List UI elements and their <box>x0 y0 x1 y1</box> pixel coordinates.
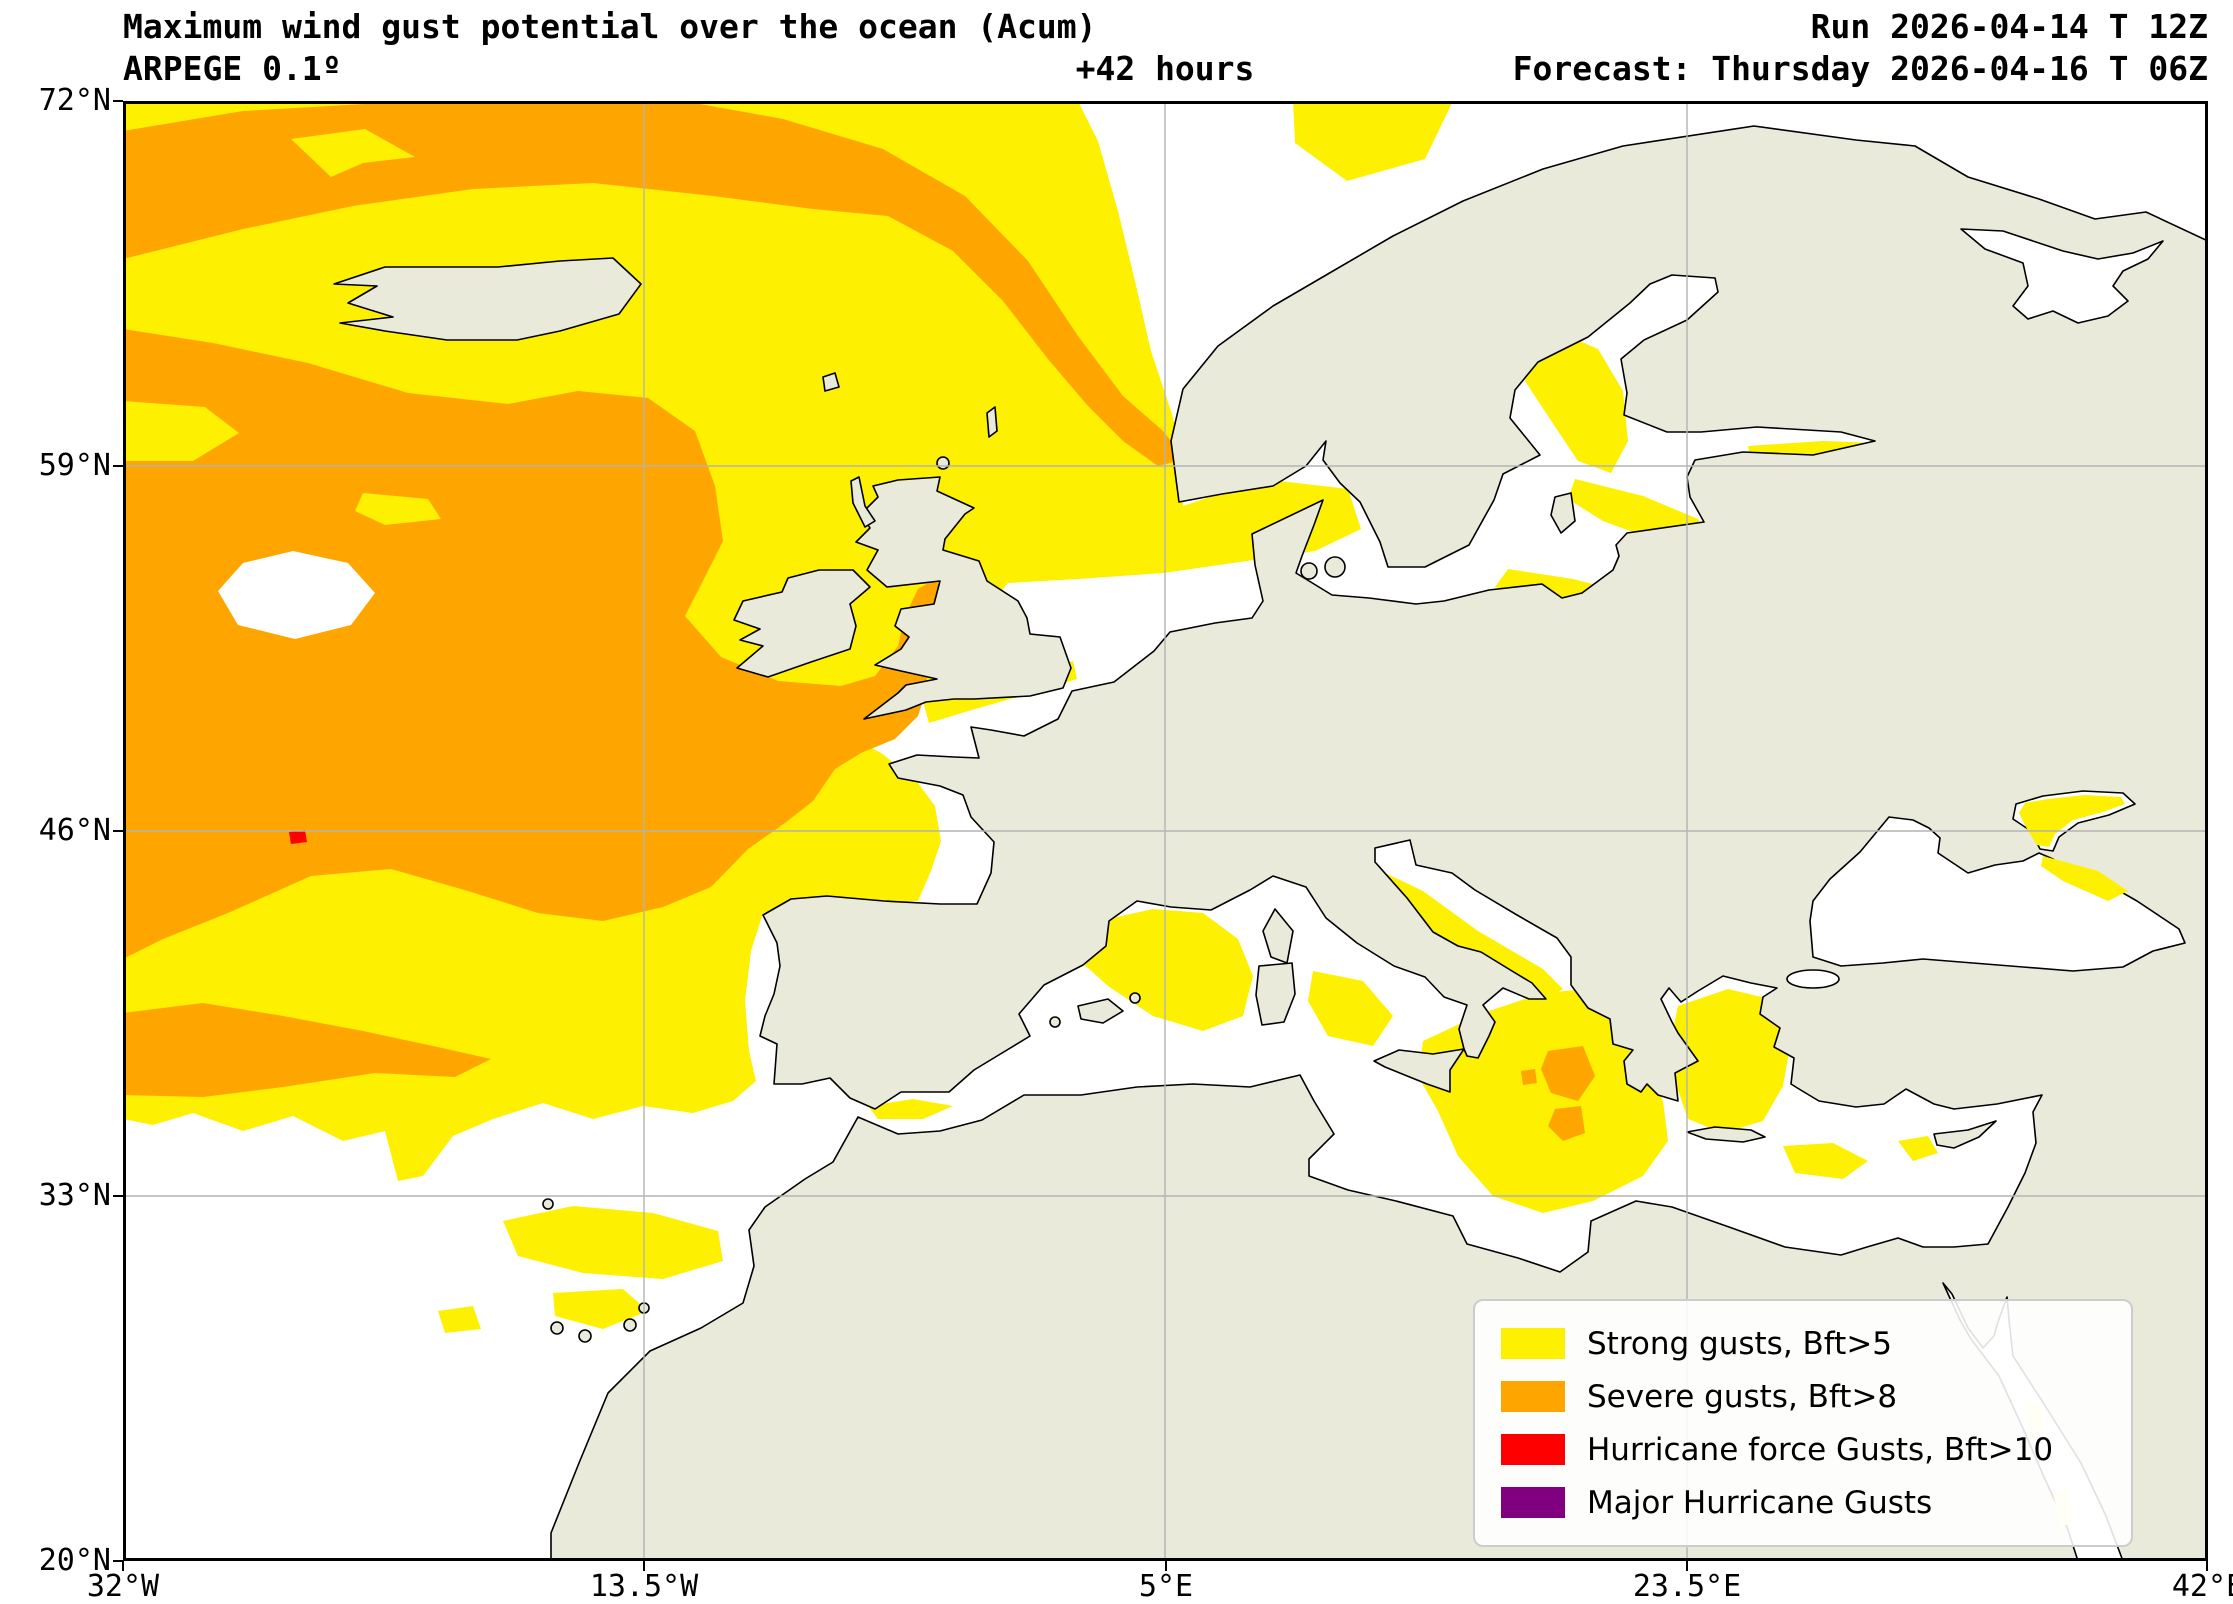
island-madeira <box>542 1198 554 1210</box>
legend-label-strong: Strong gusts, Bft>5 <box>1587 1325 1893 1362</box>
sea-of-marmara <box>1786 969 1840 989</box>
island-cyprus <box>1933 1120 1997 1149</box>
tick-mark <box>113 1560 123 1562</box>
lat-tick-46n: 46°N <box>38 813 111 848</box>
white-sea <box>1960 228 2164 324</box>
tick-mark <box>113 1195 123 1197</box>
island-ibiza <box>1049 1016 1061 1028</box>
black-sea <box>1809 816 2186 972</box>
gust-area-orange-ionian-2 <box>1548 1106 1585 1141</box>
tick-mark <box>113 465 123 467</box>
map-legend: Strong gusts, Bft>5 Severe gusts, Bft>8 … <box>1473 1299 2133 1547</box>
lat-tick-20n: 20°N <box>38 1543 111 1578</box>
lon-tick-42e: 42°E <box>2171 1569 2233 1604</box>
gust-area-cyprus-west <box>1898 1136 1938 1161</box>
model-label: ARPEGE 0.1º <box>123 49 342 88</box>
gust-area-canaries <box>438 1306 481 1333</box>
legend-label-severe: Severe gusts, Bft>8 <box>1587 1378 1898 1415</box>
landmass-ireland <box>733 569 871 678</box>
gust-accents <box>123 129 441 639</box>
gust-area-adriatic <box>1385 873 1563 1001</box>
gust-area-orange-cyclone <box>123 329 945 959</box>
tick-mark <box>2206 1561 2208 1571</box>
tick-mark <box>1165 1561 1167 1571</box>
island-faroe <box>822 372 840 392</box>
lat-tick-59n: 59°N <box>38 448 111 483</box>
gust-area-aegean <box>1671 989 1791 1133</box>
forecast-label: Forecast: Thursday 2026-04-16 T 06Z <box>1512 49 2208 88</box>
gust-area-tyrrhenian <box>1308 971 1393 1046</box>
gust-area-morocco-offshore-1 <box>503 1206 723 1279</box>
gust-layer-severe <box>123 101 1595 1141</box>
legend-item-severe-gusts: Severe gusts, Bft>8 <box>1501 1370 2131 1423</box>
gust-area-morocco-offshore-2 <box>553 1289 648 1329</box>
lat-tick-72n: 72°N <box>38 83 111 118</box>
gust-area-orange-ionian-1 <box>1541 1046 1595 1101</box>
gust-area-orange-ionian-3 <box>1521 1069 1537 1085</box>
island-corsica <box>1262 908 1294 964</box>
lon-tick-235e: 23.5°E <box>1632 1569 1742 1604</box>
island-canary-3 <box>623 1318 637 1332</box>
legend-swatch-severe <box>1501 1381 1565 1412</box>
island-gotland <box>1550 492 1576 534</box>
island-canary-2 <box>578 1329 592 1343</box>
legend-item-hurricane-force: Hurricane force Gusts, Bft>10 <box>1501 1423 2131 1476</box>
legend-label-hurricane: Hurricane force Gusts, Bft>10 <box>1587 1431 2054 1468</box>
gust-area-alboran <box>868 1099 953 1119</box>
island-funen <box>1300 562 1318 580</box>
island-mallorca <box>1077 998 1124 1024</box>
landmass-great-britain <box>855 476 1072 720</box>
lon-tick-32w: 32°W <box>86 1569 160 1604</box>
island-hebrides <box>850 476 876 528</box>
tick-mark <box>122 1561 124 1571</box>
island-sicily <box>1373 1048 1465 1093</box>
yellow-accent-mid <box>355 493 441 525</box>
gust-area-hurricane-speck <box>289 830 307 844</box>
tick-mark <box>113 830 123 832</box>
landmass-iceland <box>333 257 642 341</box>
gust-area-se-crete <box>1783 1143 1868 1179</box>
legend-label-major-hurricane: Major Hurricane Gusts <box>1587 1484 1933 1521</box>
run-label: Run 2026-04-14 T 12Z <box>1810 7 2208 46</box>
island-orkney <box>936 456 950 470</box>
land-layer <box>333 125 2208 1561</box>
legend-swatch-hurricane <box>1501 1434 1565 1465</box>
gust-area-norwegian-sea-north <box>1293 101 1453 181</box>
gust-layer-hurricane <box>289 830 307 844</box>
legend-swatch-major-hurricane <box>1501 1487 1565 1518</box>
tick-mark <box>113 100 123 102</box>
gust-area-orange-top-band <box>123 101 1185 466</box>
map-plot-area: Strong gusts, Bft>5 Severe gusts, Bft>8 … <box>123 101 2208 1561</box>
legend-item-strong-gusts: Strong gusts, Bft>5 <box>1501 1317 2131 1370</box>
gust-area-blacksea-ne <box>2041 856 2128 901</box>
lat-tick-33n: 33°N <box>38 1178 111 1213</box>
gust-area-azov <box>2019 795 2125 847</box>
yellow-accent-west <box>123 401 239 461</box>
legend-item-major-hurricane: Major Hurricane Gusts <box>1501 1476 2131 1529</box>
island-menorca <box>1129 992 1141 1004</box>
map-frame <box>123 101 2208 1561</box>
tick-mark <box>1686 1561 1688 1571</box>
cyclone-eye <box>218 551 375 639</box>
gust-area-orange-south-arm <box>123 1003 491 1097</box>
tick-mark <box>643 1561 645 1571</box>
lon-tick-5e: 5°E <box>1138 1569 1194 1604</box>
lon-tick-135w: 13.5°W <box>589 1569 699 1604</box>
island-sardinia <box>1255 962 1296 1026</box>
island-zealand <box>1324 556 1346 578</box>
island-crete <box>1686 1126 1766 1143</box>
gust-area-bothnia <box>1525 336 1628 473</box>
landmass-eurasia-africa <box>550 125 2208 1561</box>
legend-swatch-strong <box>1501 1328 1565 1359</box>
island-shetland <box>986 406 998 438</box>
yellow-accent-arrow <box>291 129 415 177</box>
lead-time-label: +42 hours <box>1075 49 1255 88</box>
island-canary-1 <box>550 1321 564 1335</box>
page-title: Maximum wind gust potential over the oce… <box>123 7 1097 46</box>
